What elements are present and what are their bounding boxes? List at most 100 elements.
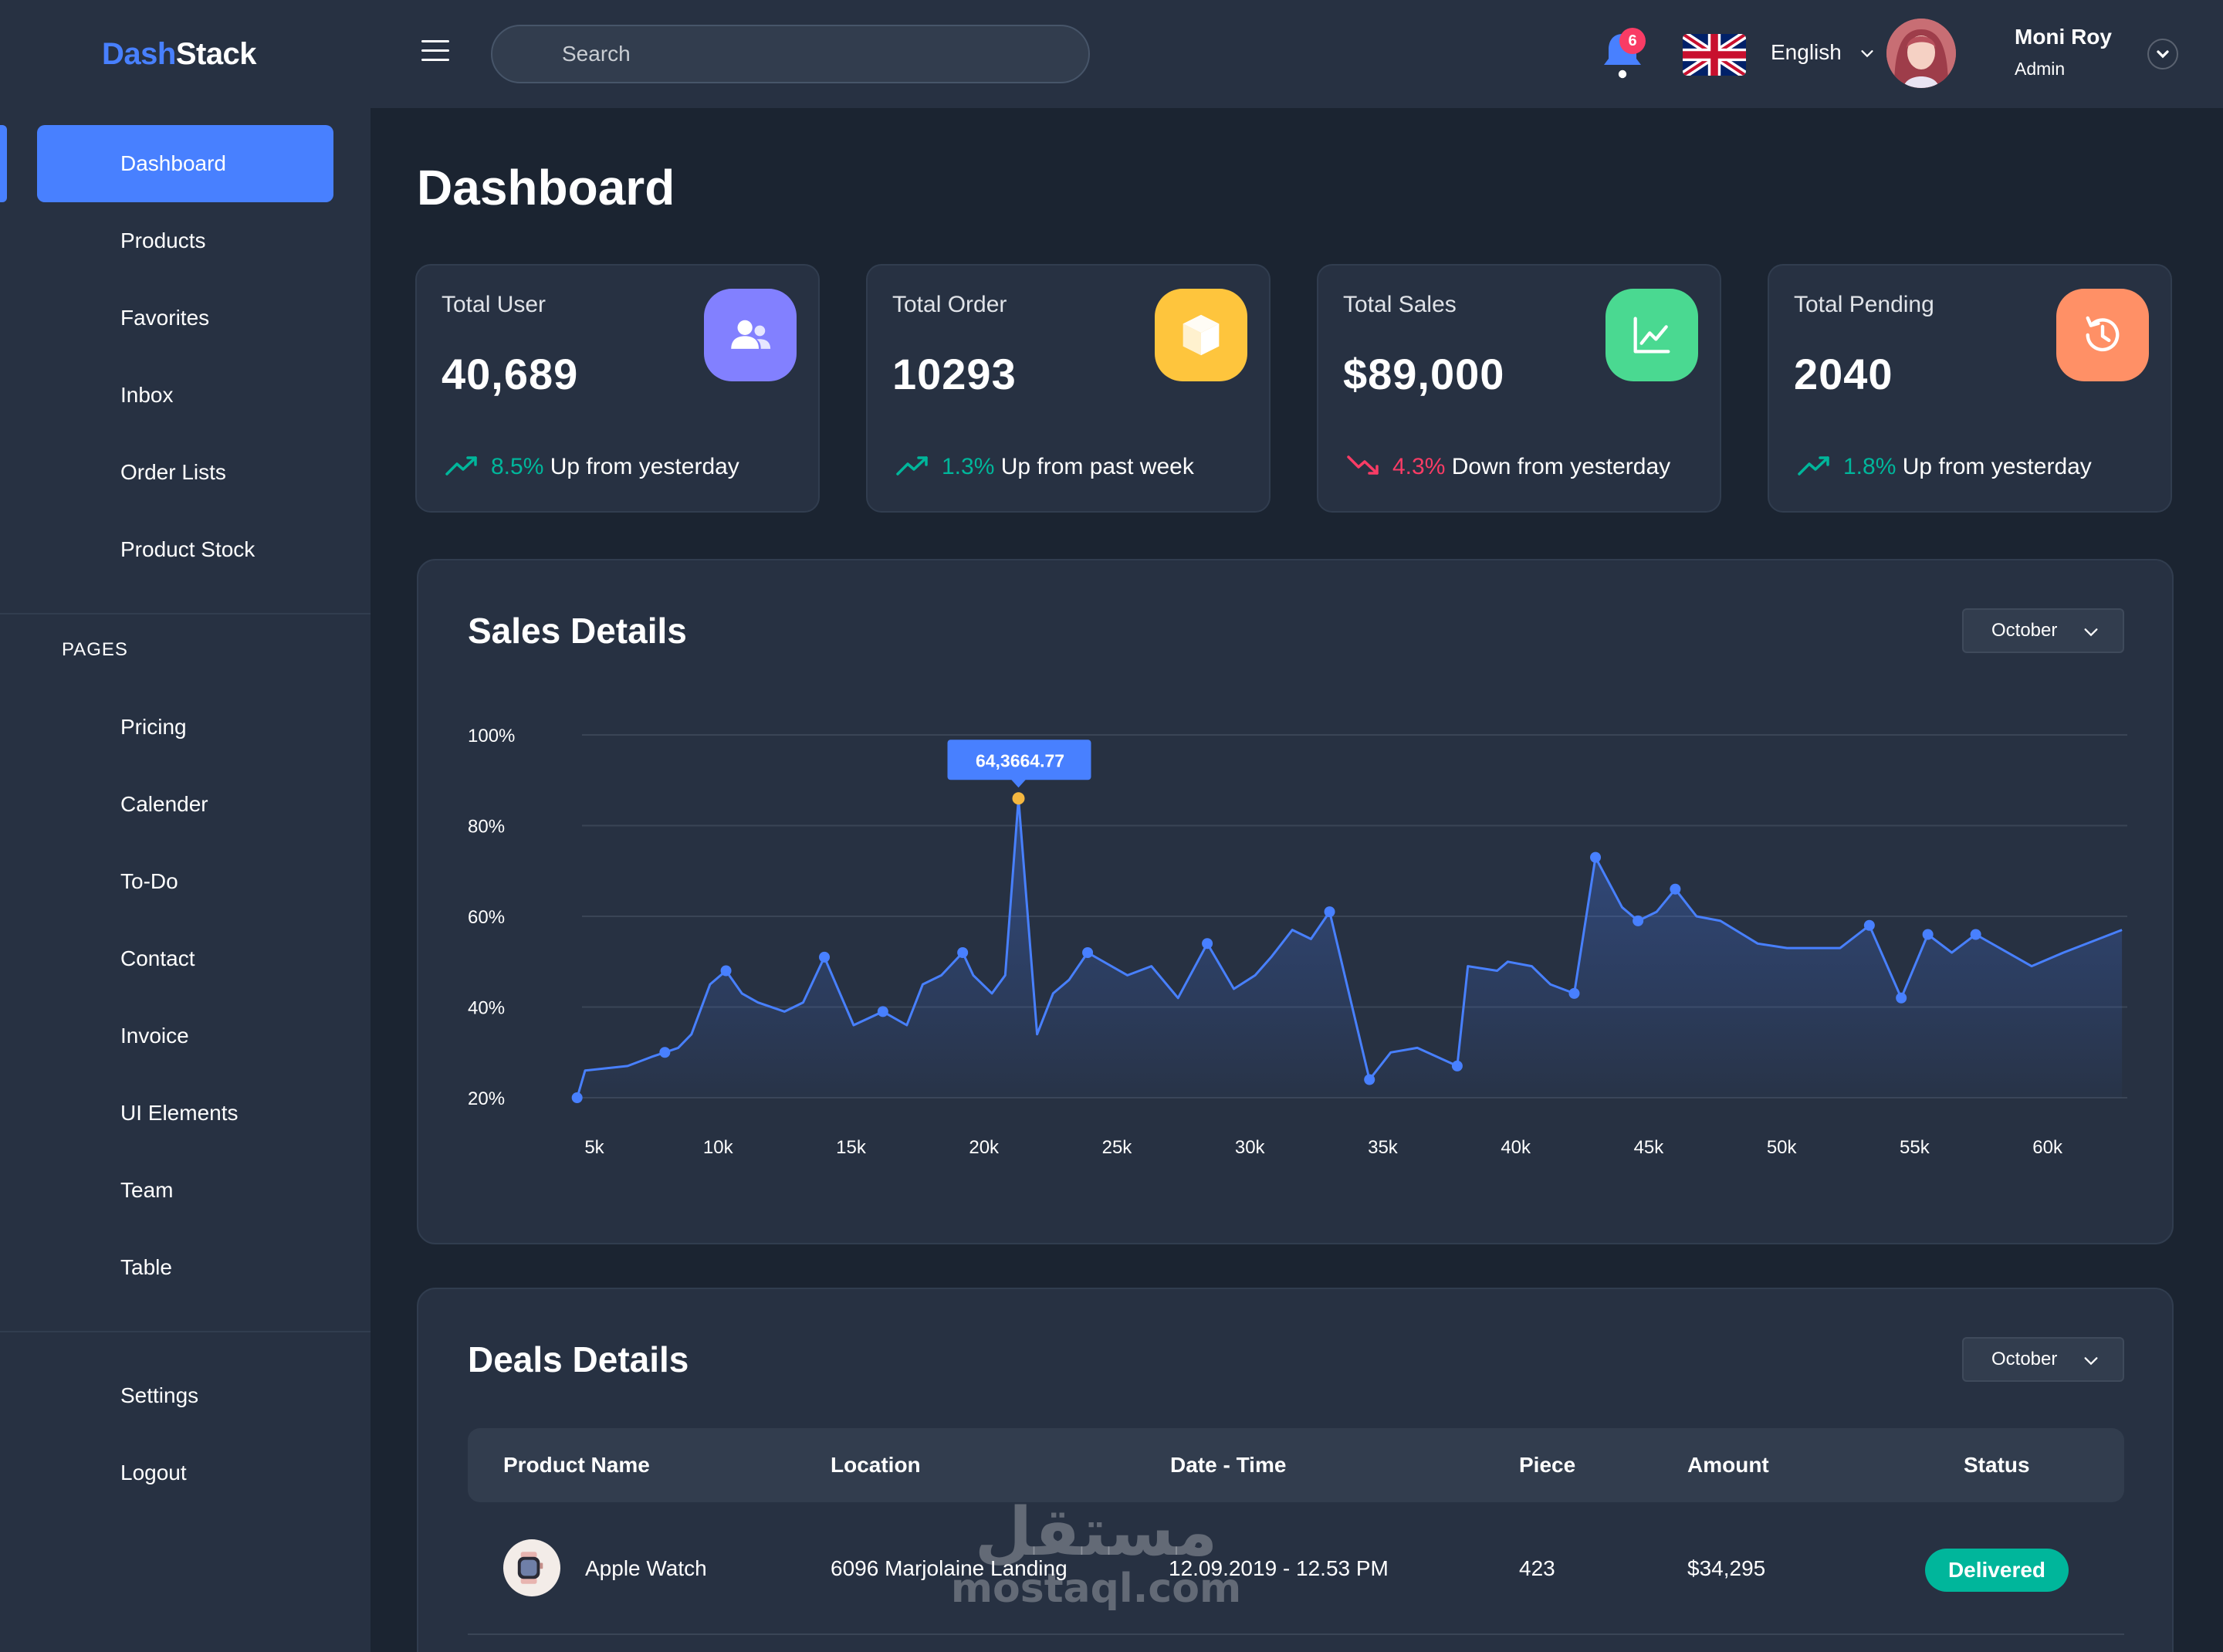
- stat-label: Total User: [442, 292, 546, 317]
- x-tick-label: 10k: [703, 1137, 734, 1158]
- column-header-location[interactable]: Location: [831, 1453, 921, 1477]
- stat-change-percent: 1.3%: [942, 454, 995, 479]
- stat-change-percent: 4.3%: [1392, 454, 1446, 479]
- stat-change-text: Up from past week: [994, 454, 1194, 479]
- stat-change: 1.8% Up from yesterday: [1843, 454, 2092, 480]
- stat-label: Total Order: [892, 292, 1007, 317]
- stat-change: 1.3% Up from past week: [942, 454, 1194, 480]
- sidebar-divider: [0, 613, 370, 614]
- stat-change-percent: 1.8%: [1843, 454, 1896, 479]
- sales-details-panel: Sales Details October 20% 40% 60% 80% 100% 5k…: [417, 559, 2174, 1244]
- data-point: [1082, 947, 1094, 958]
- sidebar-item-todo[interactable]: To-Do: [120, 869, 178, 893]
- x-tick-label: 25k: [1102, 1137, 1133, 1158]
- stat-change-text: Up from yesterday: [543, 454, 739, 479]
- sidebar-item-product-stock[interactable]: Product Stock: [120, 537, 255, 561]
- data-point: [1896, 992, 1907, 1004]
- profile-menu-button[interactable]: [2147, 39, 2178, 69]
- data-point: [1863, 919, 1875, 931]
- chevron-down-icon: [2084, 628, 2098, 637]
- deal-piece: 423: [1519, 1556, 1555, 1580]
- data-point: [1324, 906, 1335, 918]
- data-point: [1670, 883, 1681, 895]
- search-input[interactable]: Search: [491, 25, 1090, 83]
- deals-details-title: Deals Details: [468, 1339, 689, 1379]
- stat-card-total-sales: Total Sales $89,000 4.3% Down from yeste…: [1317, 264, 1721, 513]
- data-point: [571, 1092, 583, 1103]
- watch-icon: [517, 1552, 543, 1584]
- watermark-arabic: مستقل: [974, 1494, 1218, 1571]
- menu-toggle-icon[interactable]: [421, 40, 449, 68]
- column-header-datetime[interactable]: Date - Time: [1170, 1453, 1287, 1477]
- sales-month-dropdown[interactable]: October: [1962, 608, 2124, 653]
- deal-datetime: 12.09.2019 - 12.53 PM: [1169, 1556, 1389, 1580]
- row-divider: [468, 1633, 2124, 1635]
- sales-details-title: Sales Details: [468, 611, 687, 651]
- sidebar-item-ui-elements[interactable]: UI Elements: [120, 1101, 239, 1125]
- data-point: [720, 965, 732, 977]
- column-header-amount[interactable]: Amount: [1687, 1453, 1769, 1477]
- chevron-down-icon[interactable]: [1859, 45, 1876, 62]
- x-tick-label: 15k: [836, 1137, 867, 1158]
- sidebar-item-order-lists[interactable]: Order Lists: [120, 460, 226, 484]
- line-chart-icon: [1606, 289, 1698, 381]
- stat-card-total-order: Total Order 10293 1.3% Up from past week: [866, 264, 1271, 513]
- sidebar-item-invoice[interactable]: Invoice: [120, 1024, 189, 1048]
- x-tick-label: 40k: [1501, 1137, 1531, 1158]
- stat-label: Total Pending: [1794, 292, 1934, 317]
- sidebar-item-inbox[interactable]: Inbox: [120, 383, 174, 407]
- x-tick-label: 45k: [1634, 1137, 1665, 1158]
- top-header: Search 6 English Moni Roy Admin: [370, 0, 2223, 108]
- sidebar-item-logout[interactable]: Logout: [120, 1461, 187, 1484]
- deal-location: 6096 Marjolaine Landing: [831, 1556, 1068, 1580]
- user-role: Admin: [2015, 59, 2066, 79]
- sidebar-item-dashboard[interactable]: Dashboard: [37, 125, 333, 202]
- sidebar-divider-bottom: [0, 1331, 370, 1332]
- y-tick-label: 60%: [468, 907, 505, 928]
- sidebar-item-products[interactable]: Products: [120, 229, 206, 252]
- logo-text-stack: Stack: [175, 37, 257, 71]
- data-point: [1970, 929, 1981, 940]
- y-tick-label: 40%: [468, 998, 505, 1019]
- product-thumbnail: [503, 1539, 560, 1596]
- trend-up-icon: [896, 456, 928, 476]
- sidebar-item-calender[interactable]: Calender: [120, 792, 208, 816]
- sidebar: DashStack Dashboard Products Favorites I…: [0, 0, 370, 1652]
- stat-card-total-pending: Total Pending 2040 1.8% Up from yesterda…: [1768, 264, 2172, 513]
- x-tick-label: 60k: [2032, 1137, 2063, 1158]
- deals-month-dropdown[interactable]: October: [1962, 1337, 2124, 1382]
- watermark-latin: mostaql.com: [950, 1566, 1242, 1612]
- chevron-down-icon: [2084, 1357, 2098, 1366]
- sidebar-item-pricing[interactable]: Pricing: [120, 715, 187, 739]
- product-name: Apple Watch: [585, 1556, 707, 1580]
- data-point: [877, 1006, 888, 1017]
- sales-chart: 20% 40% 60% 80% 100% 5k 10k 15k 20k 25k 30k 35k 40k 4…: [468, 726, 2127, 1158]
- stat-change-text: Down from yesterday: [1445, 454, 1671, 479]
- app-logo[interactable]: DashStack: [102, 37, 257, 72]
- data-point: [1633, 915, 1644, 926]
- stat-value: 40,689: [442, 350, 579, 398]
- watermark: مستقل mostaql.com: [934, 1498, 1258, 1610]
- sidebar-item-table[interactable]: Table: [120, 1255, 172, 1279]
- column-header-status[interactable]: Status: [1964, 1453, 2030, 1477]
- tooltip-box: [947, 740, 1091, 780]
- column-header-product[interactable]: Product Name: [503, 1453, 650, 1477]
- sidebar-item-favorites[interactable]: Favorites: [120, 306, 210, 330]
- stat-label: Total Sales: [1343, 292, 1457, 317]
- y-tick-label: 100%: [468, 726, 515, 746]
- data-point: [1364, 1074, 1375, 1085]
- avatar[interactable]: [1886, 19, 1956, 88]
- sidebar-item-contact[interactable]: Contact: [120, 946, 195, 970]
- column-header-piece[interactable]: Piece: [1519, 1453, 1576, 1477]
- sidebar-item-team[interactable]: Team: [120, 1178, 174, 1202]
- language-selector[interactable]: English: [1771, 40, 1842, 64]
- deals-details-panel: Deals Details October Product Name Locat…: [417, 1288, 2174, 1652]
- user-name: Moni Roy: [2015, 25, 2112, 49]
- stat-card-total-user: Total User 40,689 8.5% Up from yesterday: [415, 264, 820, 513]
- deal-amount: $34,295: [1687, 1556, 1766, 1580]
- sidebar-item-settings[interactable]: Settings: [120, 1383, 199, 1407]
- uk-flag-icon[interactable]: [1683, 34, 1746, 76]
- x-tick-label: 55k: [1900, 1137, 1930, 1158]
- y-tick-label: 80%: [468, 817, 505, 838]
- page-title: Dashboard: [417, 160, 675, 215]
